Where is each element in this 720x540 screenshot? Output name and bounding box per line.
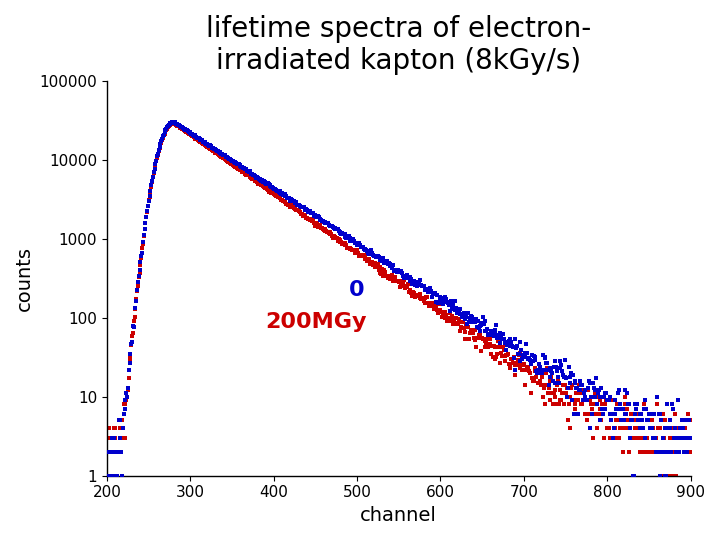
Title: lifetime spectra of electron-
irradiated kapton (8kGy/s): lifetime spectra of electron- irradiated… (206, 15, 591, 76)
X-axis label: channel: channel (360, 506, 437, 525)
Y-axis label: counts: counts (15, 246, 34, 310)
Text: 0: 0 (348, 280, 364, 300)
Text: 200MGy: 200MGy (266, 312, 367, 332)
